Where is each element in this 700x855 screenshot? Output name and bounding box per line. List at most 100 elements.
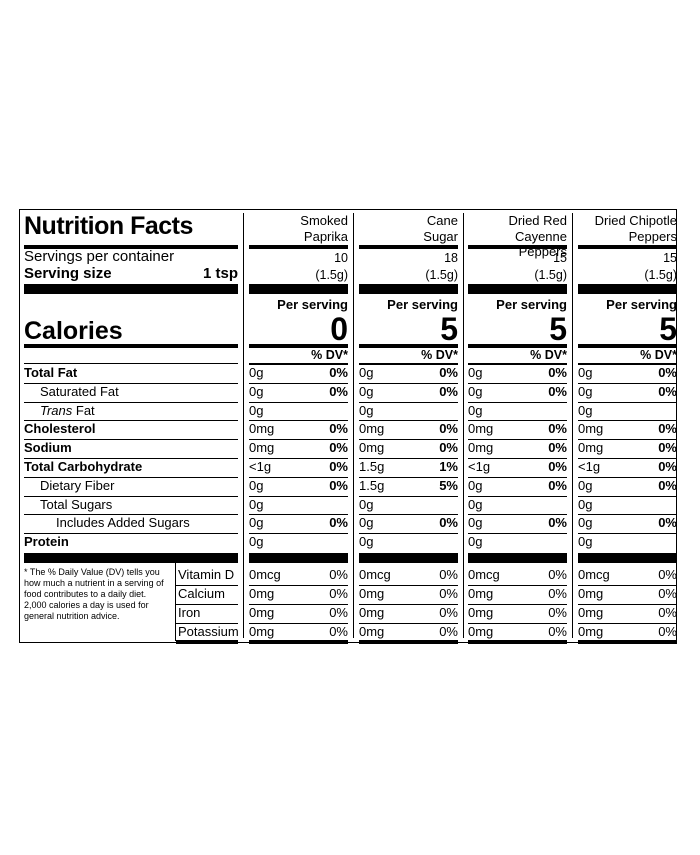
vitamin-dv: 0% <box>548 624 567 639</box>
dv-value: 0% <box>329 383 348 399</box>
amount-value: 0g <box>249 402 264 418</box>
vitamin-separator <box>176 585 238 586</box>
row-separator <box>359 401 458 403</box>
title-rule <box>578 245 677 249</box>
calories-rule <box>359 344 458 348</box>
amount-value: 0mg <box>468 440 494 456</box>
dv-header-rule <box>249 363 348 364</box>
vitamin-dv: 0% <box>548 567 567 582</box>
amount-value: 0g <box>578 402 593 418</box>
row-separator <box>249 476 348 478</box>
vitamin-dv: 0% <box>439 567 458 582</box>
protein-rule <box>578 553 677 563</box>
row-separator <box>468 514 567 516</box>
amount-value: 0g <box>359 496 374 512</box>
vitamin-dv: 0% <box>439 624 458 639</box>
row-separator <box>468 495 567 497</box>
serving-rule <box>468 284 567 294</box>
amount-value: 0mg <box>249 421 275 437</box>
vitamin-dv: 0% <box>548 586 567 601</box>
vitamin-dv: 0% <box>329 624 348 639</box>
amount-value: 0g <box>578 477 593 493</box>
nutrient-label: Cholesterol <box>24 421 96 437</box>
amount-value: 0g <box>249 383 264 399</box>
amount-value: 0g <box>578 534 593 550</box>
amount-value: 1.5g <box>359 477 385 493</box>
nutrient-label: Dietary Fiber <box>40 477 115 493</box>
row-separator <box>249 495 348 497</box>
row-separator <box>359 533 458 535</box>
vitamin-amount: 0mcg <box>468 567 500 582</box>
vitamin-amount: 0mg <box>359 605 385 620</box>
dv-value: 0% <box>658 459 677 474</box>
row-separator <box>24 495 238 497</box>
row-separator <box>24 514 238 516</box>
amount-value: 0g <box>468 515 483 531</box>
dv-header-rule <box>24 363 238 364</box>
column-divider <box>572 213 573 638</box>
product-name-line1: Cane <box>426 213 458 228</box>
serving-size-grams: (1.5g) <box>644 268 677 282</box>
amount-value: 1.5g <box>359 459 385 474</box>
vitamin-dv: 0% <box>329 586 348 601</box>
vitamin-label: Calcium <box>178 586 225 601</box>
vitamin-separator <box>249 623 348 624</box>
row-separator <box>578 514 677 516</box>
amount-value: 0g <box>249 496 264 512</box>
vitamin-amount: 0mcg <box>578 567 610 582</box>
vitamin-separator <box>468 585 567 586</box>
vitamin-amount: 0mg <box>359 624 385 639</box>
amount-value: 0g <box>468 477 483 493</box>
dv-value: 0% <box>439 515 458 531</box>
nutrient-label: Saturated Fat <box>40 383 119 399</box>
dv-value: 0% <box>329 459 348 474</box>
dv-value: 0% <box>548 477 567 493</box>
dv-header-rule <box>468 363 567 364</box>
nutrient-label: Total Carbohydrate <box>24 459 143 474</box>
row-separator <box>359 364 458 365</box>
vitamin-label: Vitamin D <box>178 567 235 582</box>
row-separator <box>468 364 567 365</box>
row-separator <box>468 458 567 459</box>
amount-value: 0g <box>468 496 483 512</box>
vitamin-dv: 0% <box>658 586 677 601</box>
row-separator <box>468 420 567 422</box>
dv-value: 0% <box>439 365 458 380</box>
row-separator <box>578 495 677 497</box>
dv-value: 0% <box>548 365 567 380</box>
vitamin-separator <box>359 623 458 624</box>
vitamin-amount: 0mcg <box>249 567 281 582</box>
protein-rule <box>359 553 458 563</box>
amount-value: <1g <box>468 459 491 474</box>
dv-value: 0% <box>658 477 677 493</box>
row-separator <box>578 533 677 535</box>
amount-value: 0g <box>468 534 483 550</box>
row-separator <box>24 401 238 403</box>
row-separator <box>24 476 238 478</box>
vitamin-amount: 0mg <box>249 605 275 620</box>
serving-rule <box>24 284 238 294</box>
serving-rule <box>249 284 348 294</box>
vitamin-separator <box>578 604 677 605</box>
per-serving-label: Per serving <box>496 297 567 312</box>
row-separator <box>359 495 458 497</box>
amount-value: 0g <box>468 383 483 399</box>
dv-header-rule <box>578 363 677 364</box>
per-serving-label: Per serving <box>277 297 348 312</box>
trans-italic: Trans <box>40 402 73 418</box>
vitamin-separator <box>468 623 567 624</box>
row-separator <box>249 420 348 422</box>
calories-value: 5 <box>440 311 458 347</box>
amount-value: 0g <box>359 515 374 531</box>
dv-value: 0% <box>329 440 348 456</box>
row-separator <box>24 458 238 459</box>
row-separator <box>578 458 677 459</box>
row-separator <box>359 458 458 459</box>
amount-value: 0g <box>249 477 264 493</box>
bottom-rule <box>468 640 567 644</box>
vitamin-dv: 0% <box>439 605 458 620</box>
dv-value: 0% <box>329 515 348 531</box>
dv-value: 5% <box>439 477 458 493</box>
row-separator <box>249 439 348 441</box>
per-serving-label: Per serving <box>387 297 458 312</box>
